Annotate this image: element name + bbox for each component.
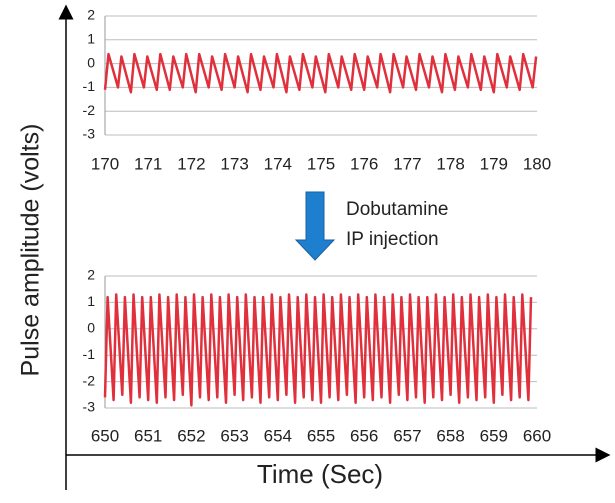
y-tick-label: -3 (83, 399, 96, 415)
y-tick-label: 2 (87, 7, 95, 23)
data-line (103, 52, 538, 94)
x-tick-label: 180 (523, 154, 551, 173)
x-tick-label: 657 (393, 426, 421, 445)
y-tick-label: -3 (83, 126, 96, 142)
x-tick-label: 176 (350, 154, 378, 173)
x-tick-label: 174 (264, 154, 292, 173)
x-tick-label: 651 (134, 426, 162, 445)
y-tick-label: 0 (87, 54, 95, 70)
y-tick-label: -1 (83, 78, 96, 94)
x-tick-label: 172 (177, 154, 205, 173)
x-tick-label: 659 (480, 426, 508, 445)
y-axis-title: Pulse amplitude (volts) (17, 124, 45, 377)
x-tick-label: 175 (307, 154, 335, 173)
x-tick-label: 653 (220, 426, 248, 445)
y-tick-label: -1 (83, 346, 96, 362)
x-tick-label: 654 (264, 426, 292, 445)
y-tick-label: 2 (87, 267, 95, 283)
annotation: Dobutamine (346, 199, 448, 220)
x-tick-label: 177 (393, 154, 421, 173)
injection-arrow (294, 191, 336, 261)
x-tick-label: 173 (220, 154, 248, 173)
y-tick-label: 1 (87, 293, 95, 309)
x-tick-label: 171 (134, 154, 162, 173)
x-tick-label: 650 (91, 426, 119, 445)
y-tick-label: -2 (83, 372, 96, 388)
y-tick-label: 1 (87, 31, 95, 47)
x-tick-label: 179 (480, 154, 508, 173)
x-tick-label: 178 (436, 154, 464, 173)
x-tick-label: 170 (91, 154, 119, 173)
x-tick-label: 656 (350, 426, 378, 445)
annotation: IP injection (346, 229, 439, 250)
y-tick-label: -2 (83, 102, 96, 118)
data-line (103, 293, 533, 407)
x-tick-label: 660 (523, 426, 551, 445)
x-tick-label: 655 (307, 426, 335, 445)
x-tick-label: 652 (177, 426, 205, 445)
x-tick-label: 658 (436, 426, 464, 445)
y-tick-label: 0 (87, 320, 95, 336)
x-axis-title: Time (Sec) (257, 459, 383, 489)
